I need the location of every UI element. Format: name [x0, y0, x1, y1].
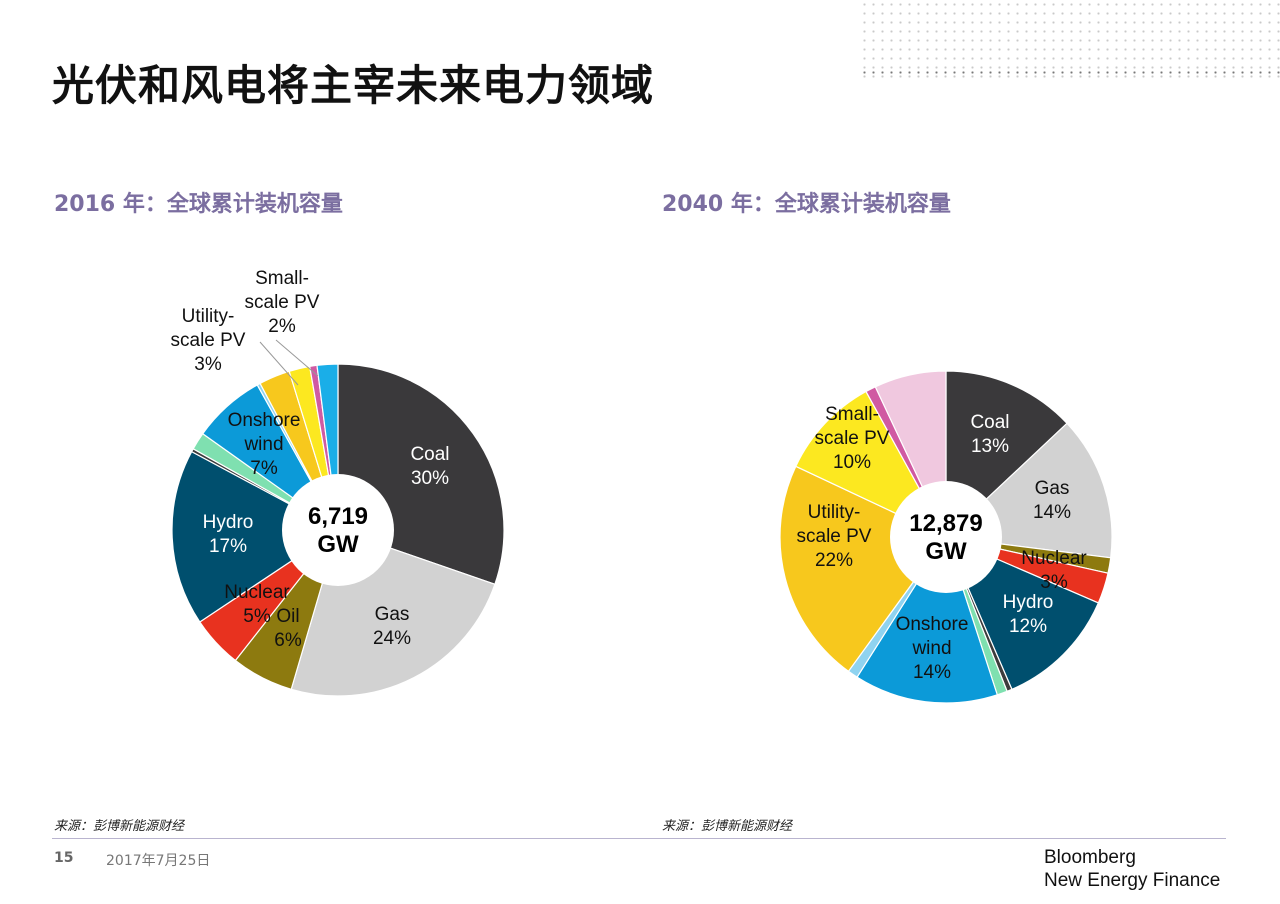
data-label-hydro: Hydro 12% — [1003, 592, 1054, 637]
footer-date: 2017年7月25日 — [106, 853, 211, 869]
brand-logo: Bloomberg New Energy Finance — [1044, 846, 1220, 892]
right-chart-subtitle: 2040 年：全球累计装机容量 — [662, 192, 951, 217]
data-label-onshore-wind: Onshore wind 14% — [896, 614, 969, 683]
data-label-small-scale-pv: Small-scale PV 2% — [245, 268, 320, 337]
data-label-utility-scale-pv: Utility-scale PV 3% — [171, 306, 246, 375]
footer-divider — [52, 838, 1226, 839]
data-label-gas: Gas 24% — [373, 604, 411, 649]
page-title: 光伏和风电将主宰未来电力领域 — [52, 61, 655, 110]
data-label-gas: Gas 14% — [1033, 478, 1071, 523]
pie-chart-2016: 6,719 GW Coal 30% Gas 24% Oil 6%Nuclear 5% Hydro 1… — [171, 268, 505, 697]
brand-line-2: New Energy Finance — [1044, 870, 1221, 891]
donut-hole — [282, 474, 394, 586]
data-label-hydro: Hydro 17% — [203, 512, 254, 557]
header-dot-pattern — [860, 0, 1280, 80]
pie-chart-2040: 12,879 GW Coal 13% Gas 14% Nuclear 3%Hydro 12% On… — [779, 370, 1113, 704]
donut-hole — [890, 481, 1002, 593]
page-number: 15 — [54, 850, 74, 866]
data-label-small-scale-pv: Small-scale PV 10% — [815, 404, 890, 473]
data-label-nuclear: Nuclear 5% — [224, 582, 290, 627]
brand-line-1: Bloomberg — [1044, 847, 1136, 868]
data-label-oil: Oil 6% — [274, 606, 302, 651]
leader-line-small-scale-pv — [275, 339, 319, 377]
data-label-coal: Coal 30% — [410, 444, 449, 489]
center-total-label: 6,719 GW — [308, 503, 368, 558]
data-label-onshore-wind: Onshore wind 7% — [228, 410, 301, 479]
leader-line-utility-scale-pv — [259, 341, 299, 386]
slice-hydro — [171, 450, 340, 623]
data-label-coal: Coal 13% — [970, 412, 1009, 457]
data-label-utility-scale-pv: Utility-scale PV 22% — [797, 502, 872, 571]
left-chart-subtitle: 2016 年：全球累计装机容量 — [54, 192, 343, 217]
left-source-note: 来源：彭博新能源财经 — [54, 819, 185, 834]
data-label-nuclear: Nuclear 3% — [1021, 548, 1087, 593]
right-source-note: 来源：彭博新能源财经 — [662, 819, 793, 834]
center-total-label: 12,879 GW — [909, 510, 982, 565]
slice-onshore-wind — [856, 535, 999, 704]
header-dot-rule — [860, 68, 1280, 78]
